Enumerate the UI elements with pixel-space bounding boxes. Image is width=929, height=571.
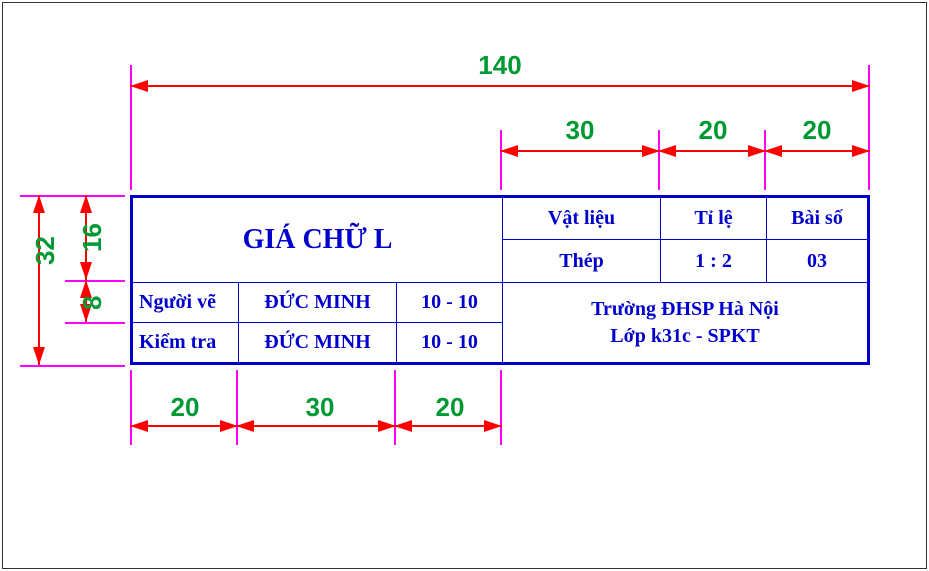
ext-line [500,130,502,190]
dim-8: 8 [77,296,108,310]
arrow-left-icon [394,420,412,432]
sheet-header: Bài số [767,198,867,240]
dim-top-20a: 20 [688,115,738,146]
arrow-up-icon [33,195,45,213]
ext-line [236,370,238,445]
dim-line [500,150,660,152]
drawn-date: 10 - 10 [397,283,503,323]
arrow-left-icon [658,145,676,157]
scale-header: Tỉ lệ [661,198,767,240]
arrow-left-icon [130,420,148,432]
dim-top-30: 30 [555,115,605,146]
sheet-value: 03 [767,240,867,283]
ext-line [20,365,125,367]
checked-date: 10 - 10 [397,323,503,362]
dim-bot-30: 30 [295,392,345,423]
arrow-down-icon [33,347,45,365]
dim-32: 32 [30,236,61,265]
checked-label: Kiểm tra [133,323,239,362]
arrow-left-icon [130,80,148,92]
dim-16: 16 [77,223,108,252]
school-line2: Lớp k31c - SPKT [610,325,759,348]
arrow-right-icon [852,145,870,157]
checked-name: ĐỨC MINH [239,323,397,362]
ext-line [764,130,766,190]
dim-top-20b: 20 [792,115,842,146]
material-value: Thép [503,240,661,283]
title-block: GIÁ CHỮ L Vật liệu Tỉ lệ Bài số Thép 1 :… [130,195,870,365]
material-header: Vật liệu [503,198,661,240]
school-block: Trường ĐHSP Hà Nội Lớp k31c - SPKT [503,283,867,362]
dim-line [236,425,396,427]
dim-bot-20c: 20 [425,392,475,423]
drawn-name: ĐỨC MINH [239,283,397,323]
ext-line [658,130,660,190]
arrow-right-icon [852,80,870,92]
school-line1: Trường ĐHSP Hà Nội [591,298,779,321]
arrow-left-icon [764,145,782,157]
arrow-left-icon [500,145,518,157]
arrow-right-icon [484,420,502,432]
dim-bot-20a: 20 [160,392,210,423]
dim-line [38,195,40,365]
arrow-up-icon [80,195,92,213]
dim-line [130,85,870,87]
ext-line [500,370,502,445]
dim-140: 140 [460,50,540,81]
arrow-down-icon [80,262,92,280]
drawn-label: Người vẽ [133,283,239,323]
scale-value: 1 : 2 [661,240,767,283]
ext-line [130,370,132,445]
ext-line [394,370,396,445]
arrow-left-icon [236,420,254,432]
drawing-title: GIÁ CHỮ L [133,198,503,283]
ext-line [65,322,125,324]
ext-line [65,280,125,282]
